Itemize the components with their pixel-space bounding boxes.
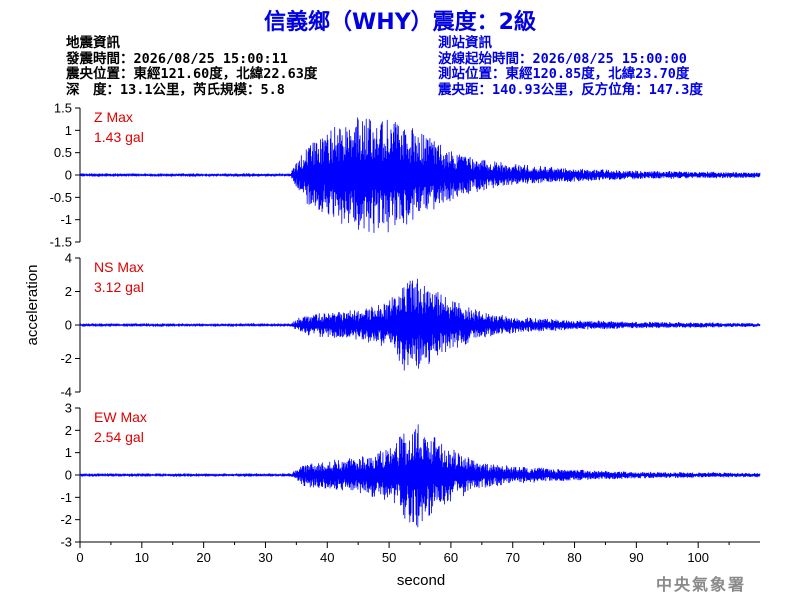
max-label-z: Z Max	[94, 109, 133, 125]
y-tick-label: 1.5	[54, 101, 72, 116]
y-tick-label: -1.5	[50, 235, 72, 250]
origin-time: 發震時間：2026/08/25 15:00:11	[66, 50, 288, 67]
station-info: 測站資訊 波線起始時間：2026/08/25 15:00:00 測站位置：東經120…	[438, 35, 703, 98]
y-tick-label: -3	[60, 535, 72, 550]
y-tick-label: 1	[65, 445, 72, 460]
y-tick-label: -2	[60, 351, 72, 366]
epicenter: 震央位置：東經121.60度，北緯22.63度	[66, 66, 318, 82]
x-tick-label: 60	[444, 550, 458, 565]
x-tick-label: 10	[135, 550, 149, 565]
x-tick-label: 30	[258, 550, 272, 565]
x-axis-label: second	[397, 572, 445, 589]
x-tick-label: 90	[629, 550, 643, 565]
waveform-start-time: 波線起始時間：2026/08/25 15:00:00	[438, 50, 687, 67]
chart-title: 信義鄉（WHY）震度：2級	[264, 10, 536, 35]
x-tick-label: 20	[196, 550, 210, 565]
y-tick-label: -0.5	[50, 190, 72, 205]
watermark: 中央氣象署	[656, 575, 747, 594]
depth-magnitude: 深 度：13.1公里，芮氏規模：5.8	[66, 81, 285, 98]
x-tick-label: 100	[687, 550, 709, 565]
x-tick-label: 70	[505, 550, 519, 565]
y-tick-label: 1	[65, 123, 72, 138]
y-tick-label: 0.5	[54, 145, 72, 160]
max-label-ew: EW Max	[94, 409, 147, 425]
max-value-ns: 3.12 gal	[94, 279, 144, 295]
y-axis-label: acceleration	[24, 265, 41, 346]
y-tick-label: -4	[60, 385, 72, 400]
station-location: 測站位置：東經120.85度，北緯23.70度	[438, 66, 690, 82]
trace-z	[79, 117, 761, 233]
earthquake-info-heading: 地震資訊	[66, 35, 120, 51]
y-tick-label: 4	[65, 251, 72, 266]
y-tick-label: -1	[60, 490, 72, 505]
y-tick-label: 0	[65, 468, 72, 483]
x-tick-label: 80	[567, 550, 581, 565]
x-tick-label: 0	[76, 550, 83, 565]
y-tick-label: 2	[65, 284, 72, 299]
max-label-ns: NS Max	[94, 259, 144, 275]
y-tick-label: 0	[65, 168, 72, 183]
trace-ns	[79, 278, 761, 371]
y-tick-label: 0	[65, 318, 72, 333]
y-tick-label: 3	[65, 401, 72, 416]
trace-ew	[79, 424, 761, 528]
y-tick-label: 2	[65, 423, 72, 438]
y-tick-label: -2	[60, 512, 72, 527]
max-value-z: 1.43 gal	[94, 129, 144, 145]
distance-azimuth: 震央距：140.93公里，反方位角：147.3度	[438, 81, 703, 98]
earthquake-info: 地震資訊 發震時間：2026/08/25 15:00:11 震央位置：東經121.6…	[66, 35, 318, 98]
x-tick-label: 50	[382, 550, 396, 565]
y-tick-label: -1	[60, 212, 72, 227]
station-info-heading: 測站資訊	[438, 35, 492, 51]
max-value-ew: 2.54 gal	[94, 429, 144, 445]
x-tick-label: 40	[320, 550, 334, 565]
